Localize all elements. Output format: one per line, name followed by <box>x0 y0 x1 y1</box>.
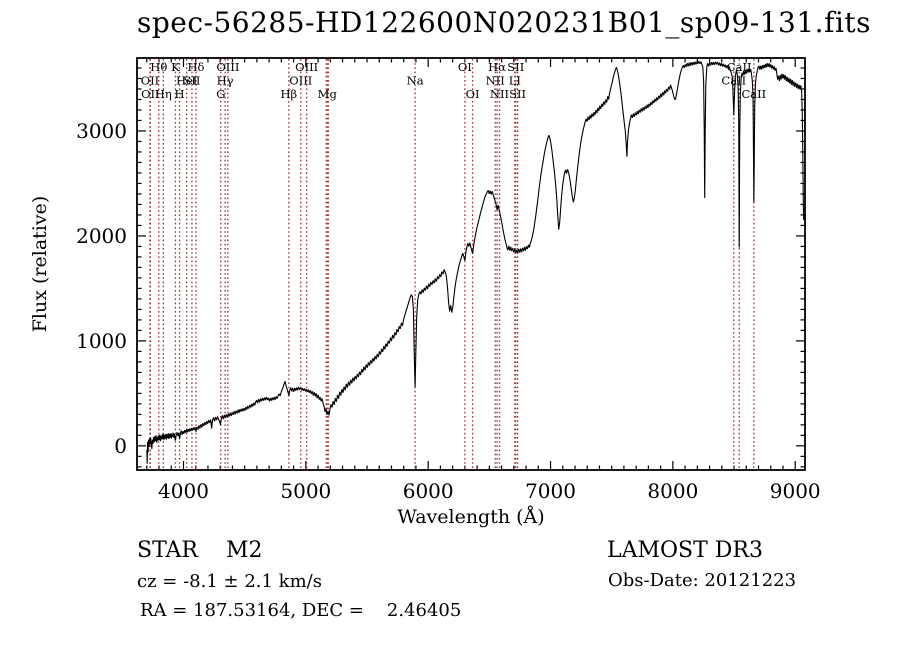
spectral-line-label: OIII <box>295 60 318 74</box>
x-tick-label: 8000 <box>647 479 698 503</box>
spectral-line-label: SII <box>183 74 200 88</box>
spectrum-curve <box>146 60 805 464</box>
spectral-line-label: OIII <box>216 60 239 74</box>
survey-text: LAMOST DR3 <box>607 538 763 563</box>
x-tick-label: 6000 <box>403 479 454 503</box>
spectral-line-label: OI <box>458 60 472 74</box>
spectral-line-label: OII <box>141 87 160 101</box>
x-axis-label: Wavelength (Å) <box>397 506 545 528</box>
y-tick-label: 1000 <box>76 329 127 353</box>
x-tick-label: 9000 <box>770 479 821 503</box>
spectral-line-label: Hδ <box>187 60 204 74</box>
spectral-line-label: H <box>175 87 185 101</box>
y-tick-label: 0 <box>114 434 127 458</box>
radec-text: RA = 187.53164, DEC = 2.46405 <box>140 600 462 621</box>
x-tick-label: 7000 <box>525 479 576 503</box>
spectral-line-label: NII <box>490 87 509 101</box>
spectral-line-label: G <box>216 87 225 101</box>
spectral-line-label: Hη <box>155 87 172 101</box>
spectral-line-label: HeI <box>176 74 197 88</box>
y-tick-label: 3000 <box>76 119 127 143</box>
spectral-line-label: CaII <box>721 74 746 88</box>
spectral-line-label: Mg <box>318 87 338 101</box>
y-axis-label: Flux (relative) <box>29 196 51 333</box>
page-title: spec-56285-HD122600N020231B01_sp09-131.f… <box>136 6 872 39</box>
plot-frame <box>136 57 806 471</box>
spectral-line-label: SII <box>509 87 526 101</box>
spectral-line-label: CaII <box>727 60 752 74</box>
spectral-line-label: SII <box>507 60 524 74</box>
spectral-line-label: CaII <box>741 87 766 101</box>
x-tick-label: 5000 <box>280 479 331 503</box>
spectral-line-label: OIII <box>289 74 312 88</box>
spectral-line-label: Hα <box>488 60 506 74</box>
x-tick-label: 4000 <box>158 479 209 503</box>
cz-text: cz = -8.1 ± 2.1 km/s <box>137 571 322 592</box>
spectral-line-label: Na <box>407 74 424 88</box>
spectral-line-label: OII <box>141 74 160 88</box>
classification-text: STAR M2 <box>137 538 263 563</box>
spectral-line-label: LI <box>509 74 521 88</box>
spectral-line-label: Hγ <box>217 74 234 88</box>
spectral-line-label: K <box>171 60 180 74</box>
spectral-line-label: NII <box>486 74 505 88</box>
spectral-line-label: OI <box>466 87 480 101</box>
spectral-line-label: Hβ <box>280 87 297 101</box>
y-tick-label: 2000 <box>76 224 127 248</box>
spectral-line-label: Hθ <box>150 60 167 74</box>
obsdate-text: Obs-Date: 20121223 <box>608 570 797 591</box>
